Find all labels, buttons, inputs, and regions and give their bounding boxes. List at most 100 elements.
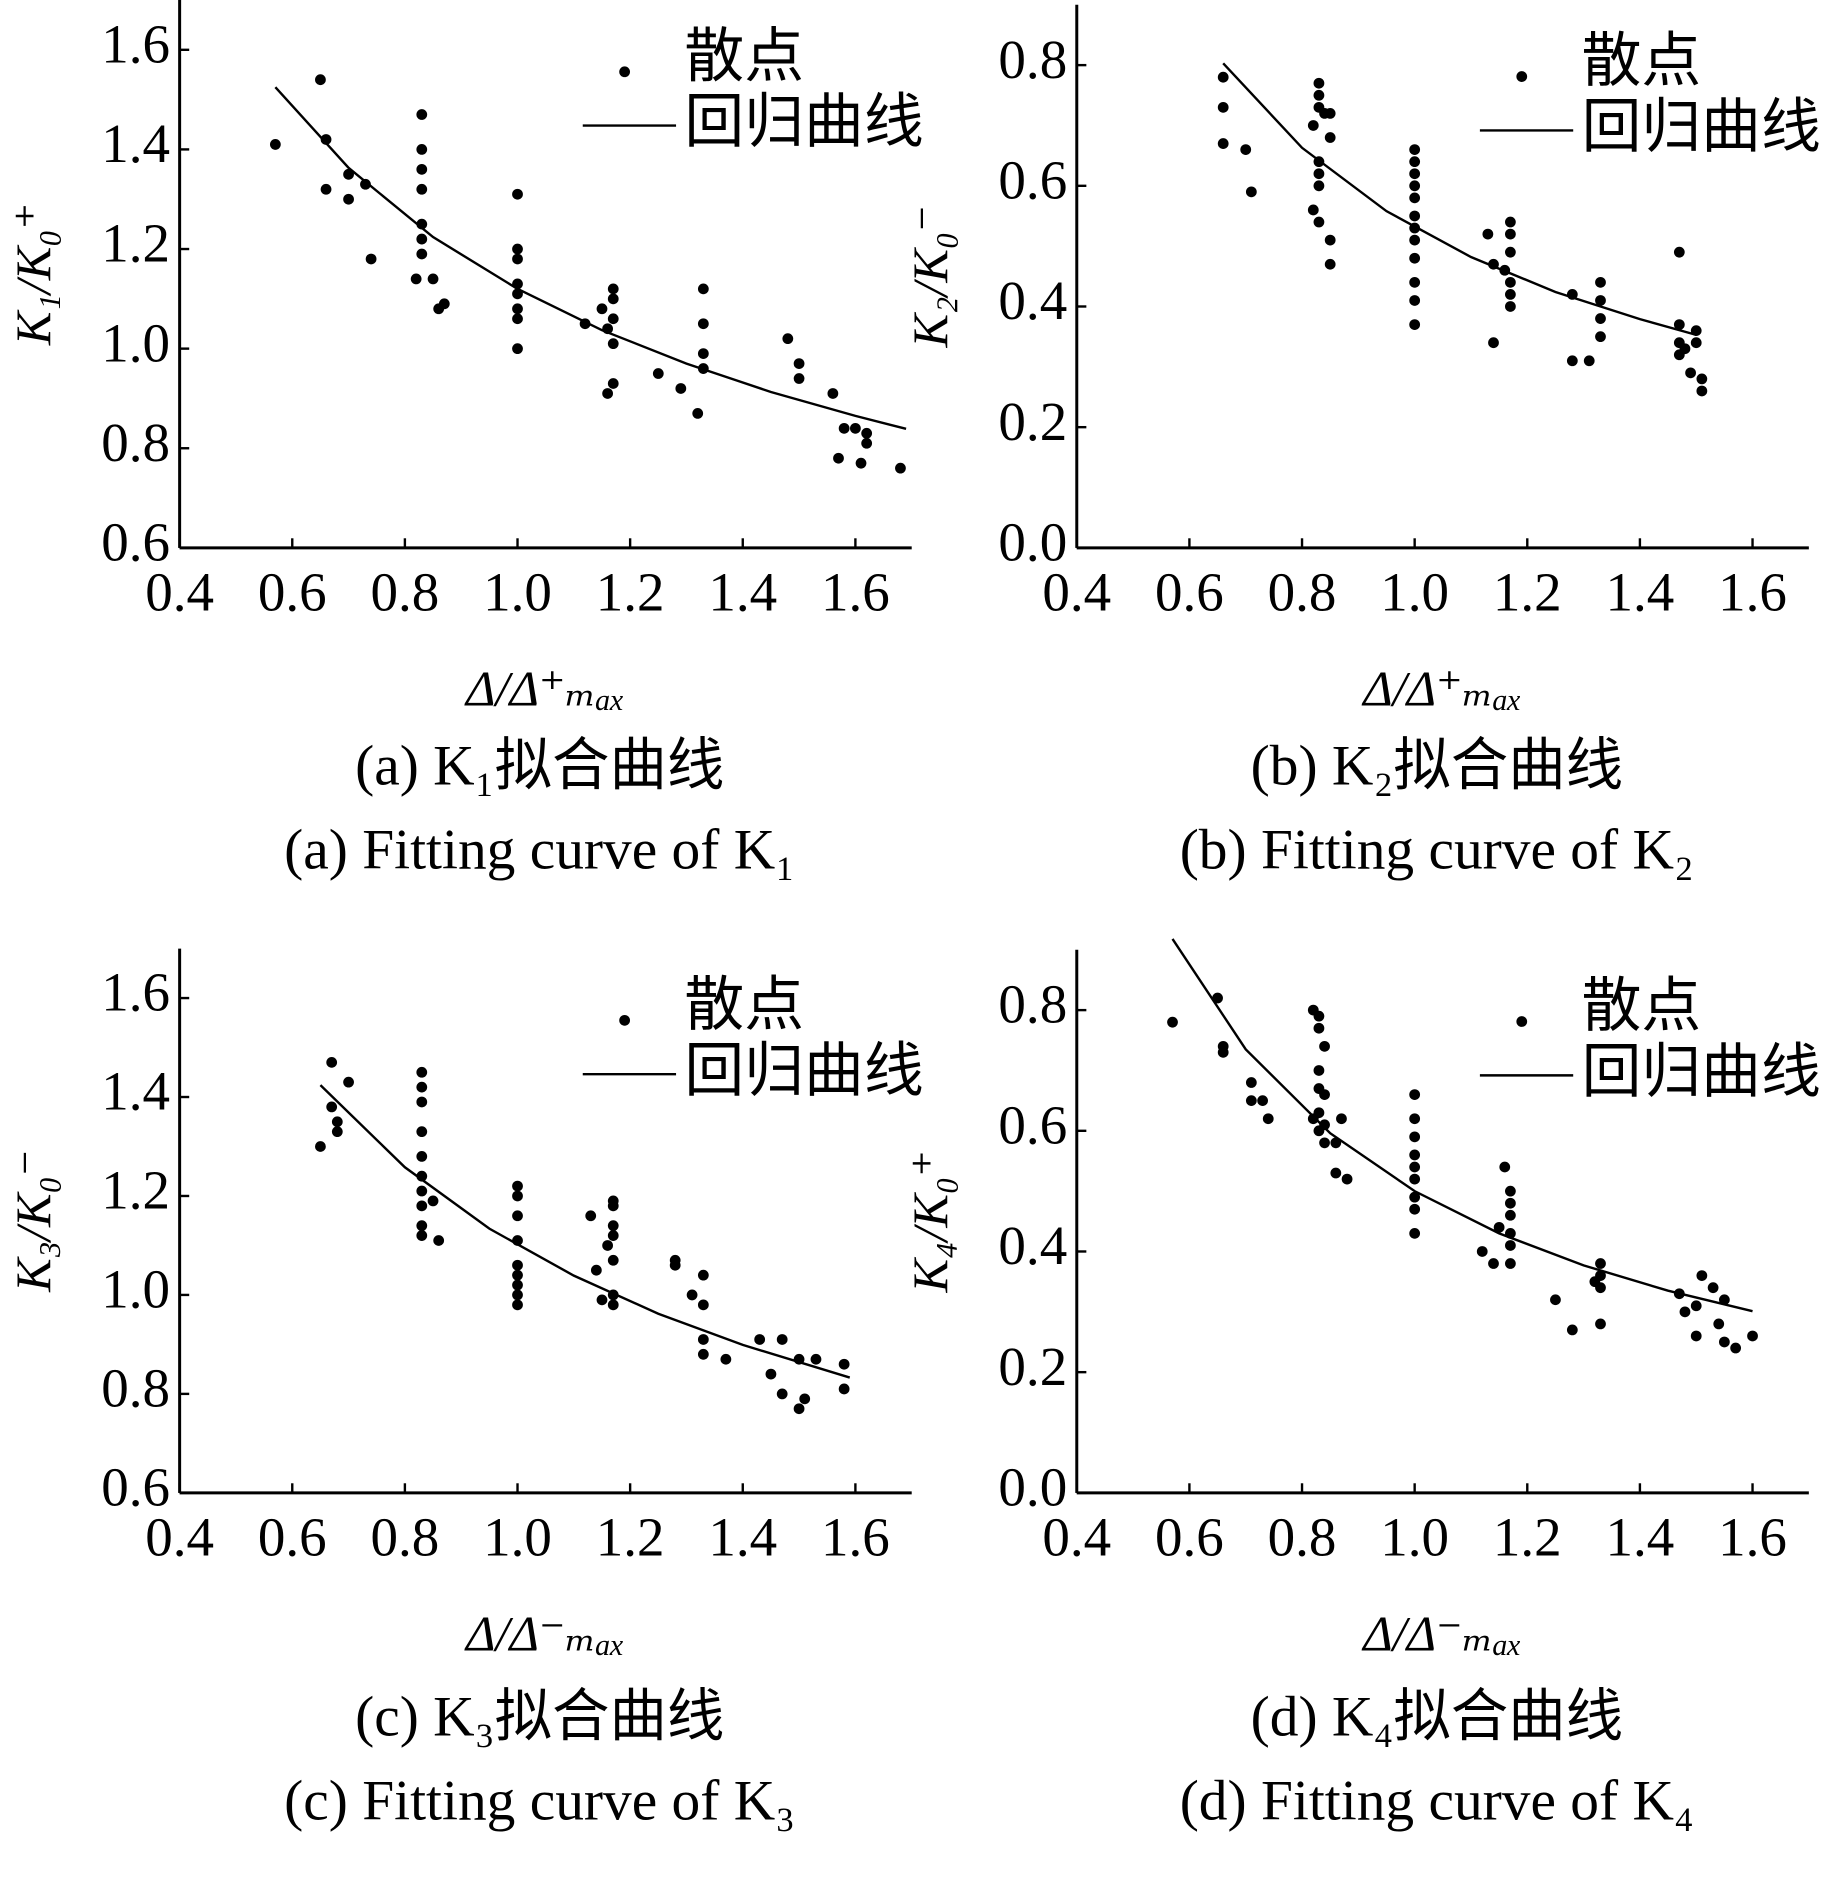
scatter-point <box>765 1368 777 1380</box>
scatter-point <box>512 1259 523 1271</box>
scatter-point <box>343 193 354 205</box>
y-axis-label: K₄/K₀⁺ <box>902 1150 958 1293</box>
legend-marker <box>619 66 631 78</box>
scatter-point <box>838 1383 850 1395</box>
scatter-point <box>607 293 619 305</box>
scatter-point <box>1257 1095 1268 1107</box>
scatter-point <box>1319 1089 1330 1100</box>
chart-subtitle: (d) Fitting curve of K₄ <box>1180 1769 1694 1832</box>
scatter-point <box>720 1353 732 1365</box>
scatter-point <box>861 427 873 439</box>
legend-label: 回归曲线 <box>1582 92 1821 162</box>
scatter-point <box>512 1279 523 1291</box>
scatter-point <box>1505 301 1516 312</box>
scatter-point <box>1324 258 1336 270</box>
y-tick-label: 0.8 <box>101 412 170 473</box>
scatter-point <box>1409 252 1421 264</box>
scatter-point <box>1595 1258 1606 1269</box>
y-tick-label: 0.4 <box>998 1215 1067 1276</box>
scatter-point <box>827 388 839 399</box>
x-tick-label: 1.2 <box>1493 562 1562 623</box>
chart-panel: 0.4 0.6 0.8 1.0 1.2 1.4 1.60.60.81.01.21.41.6K… <box>5 0 924 881</box>
legend-marker <box>619 1014 631 1026</box>
x-tick-label: 0.4 <box>145 562 214 623</box>
scatter-point <box>590 1264 602 1276</box>
scatter-point <box>1595 295 1606 306</box>
scatter-point <box>1245 1077 1257 1088</box>
scatter-point <box>1550 1294 1561 1306</box>
legend-marker <box>1516 1016 1528 1027</box>
scatter-point <box>607 1200 619 1212</box>
y-tick-label: 1.6 <box>101 962 170 1023</box>
y-tick-label: 0.6 <box>101 1456 170 1517</box>
x-tick-label: 1.4 <box>1606 1507 1675 1568</box>
x-tick-label: 0.4 <box>1042 1507 1111 1568</box>
chart-subtitle: (a) Fitting curve of K₁ <box>284 818 795 881</box>
legend-label: 散点 <box>1582 26 1702 96</box>
scatter-point <box>512 1190 523 1202</box>
scatter-point <box>1505 1240 1516 1251</box>
scatter-point <box>596 303 608 315</box>
legend-label: 散点 <box>684 970 804 1040</box>
legend-marker <box>1516 71 1528 82</box>
x-axis-label: Δ/Δ⁺ₘₐₓ <box>1361 660 1522 716</box>
scatter-point <box>1595 276 1606 288</box>
scatter-point <box>1747 1330 1758 1342</box>
scatter-point <box>416 163 428 175</box>
scatter-point <box>1488 337 1499 349</box>
scatter-point <box>607 378 619 389</box>
scatter-point <box>1505 1197 1516 1209</box>
scatter-point <box>602 388 613 399</box>
scatter-point <box>1595 1318 1606 1330</box>
scatter-point <box>1690 1330 1702 1342</box>
scatter-point <box>1583 355 1595 367</box>
scatter-point <box>1505 1185 1516 1197</box>
scatter-point <box>1409 1161 1421 1173</box>
y-tick-label: 0.8 <box>998 29 1067 90</box>
scatter-point <box>607 313 619 325</box>
scatter-point <box>607 1299 619 1311</box>
x-tick-label: 0.6 <box>1155 1507 1224 1568</box>
scatter-point <box>331 1126 343 1138</box>
scatter-point <box>512 243 523 255</box>
x-tick-label: 1.4 <box>708 1507 777 1568</box>
scatter-point <box>326 1056 338 1068</box>
y-tick-label: 0.6 <box>998 1094 1067 1155</box>
scatter-point <box>1240 144 1252 155</box>
scatter-point <box>838 422 850 434</box>
x-tick-label: 0.6 <box>1155 562 1224 623</box>
x-tick-label: 1.0 <box>483 1507 552 1568</box>
x-tick-label: 0.4 <box>145 1507 214 1568</box>
x-tick-label: 1.2 <box>596 562 665 623</box>
scatter-point <box>850 422 861 434</box>
scatter-point <box>416 1126 428 1138</box>
y-tick-label: 0.8 <box>101 1358 170 1419</box>
scatter-point <box>1324 132 1336 143</box>
scatter-point <box>416 233 428 245</box>
scatter-point <box>697 1269 709 1281</box>
chart-subtitle: (c) Fitting curve of K₃ <box>284 1769 795 1832</box>
scatter-point <box>1313 1010 1325 1022</box>
scatter-point <box>1313 1065 1325 1076</box>
scatter-point <box>1476 1246 1488 1257</box>
y-tick-label: 1.2 <box>101 1160 170 1221</box>
y-tick-label: 1.4 <box>101 1061 170 1122</box>
scatter-point <box>1217 1046 1229 1058</box>
scatter-point <box>343 1076 354 1088</box>
x-axis-label: Δ/Δ⁻ₘₐₓ <box>464 1605 625 1661</box>
scatter-point <box>512 188 523 200</box>
x-tick-label: 0.4 <box>1042 562 1111 623</box>
scatter-point <box>1409 1203 1421 1215</box>
scatter-point <box>1409 156 1421 168</box>
scatter-point <box>1696 385 1708 397</box>
x-tick-label: 1.4 <box>1606 562 1675 623</box>
scatter-point <box>1713 1318 1725 1330</box>
scatter-point <box>1409 319 1421 330</box>
scatter-point <box>1409 144 1421 155</box>
scatter-point <box>686 1289 698 1301</box>
x-tick-label: 1.2 <box>1493 1507 1562 1568</box>
y-tick-label: 1.0 <box>101 1259 170 1320</box>
scatter-point <box>416 109 428 120</box>
x-tick-label: 1.6 <box>1718 1507 1787 1568</box>
